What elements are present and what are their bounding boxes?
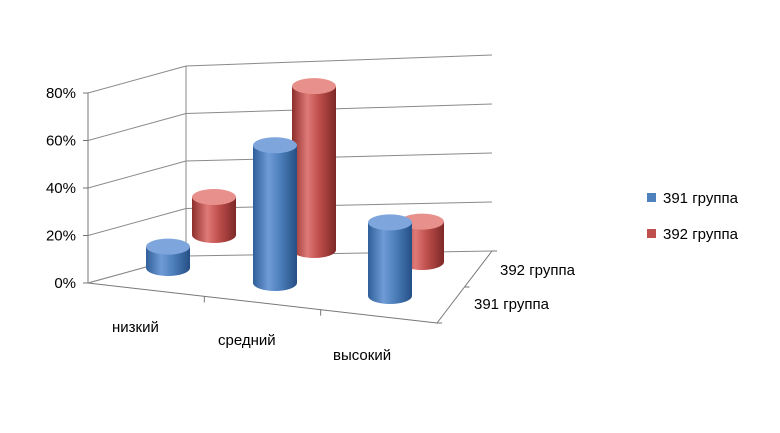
- axis-labels: 0% 20% 40% 60% 80% низкий средний высокий: [46, 85, 391, 364]
- legend-label-391: 391 группа: [663, 190, 739, 207]
- y-tick-label: 60%: [46, 133, 76, 150]
- gridline-side: [87, 208, 187, 236]
- bar-392-0: [192, 189, 236, 243]
- bar-391-1: [253, 137, 297, 291]
- x-category-label: средний: [218, 332, 276, 349]
- depth-label-391: 391 группа: [474, 296, 550, 313]
- bar-391-0: [146, 238, 190, 276]
- y-tick-label: 80%: [46, 85, 76, 102]
- gridlines: [87, 54, 493, 284]
- gridline-back: [185, 201, 493, 209]
- bars: [146, 78, 444, 304]
- gridline-side: [87, 113, 187, 141]
- gridline-back: [185, 152, 493, 162]
- bar-392-1: [292, 78, 336, 258]
- gridline-back: [185, 250, 493, 257]
- legend-swatch-391: [647, 193, 656, 202]
- gridline-back: [185, 103, 493, 114]
- depth-axis-labels: 392 группа 391 группа: [474, 262, 576, 313]
- y-tick-label: 40%: [46, 180, 76, 197]
- x-category-label: низкий: [112, 319, 159, 336]
- axes: [83, 66, 497, 324]
- y-tick-label: 20%: [46, 228, 76, 245]
- x-axis-line: [87, 282, 438, 324]
- gridline-side: [87, 65, 187, 94]
- y-tick-label: 0%: [54, 275, 76, 292]
- legend-swatch-392: [647, 229, 656, 238]
- gridline-side: [87, 160, 187, 189]
- depth-label-392: 392 группа: [500, 262, 576, 279]
- legend-label-392: 392 группа: [663, 226, 739, 243]
- x-category-label: высокий: [333, 347, 391, 364]
- bar-391-2: [368, 214, 412, 304]
- gridline-back: [185, 54, 493, 67]
- legend: 391 группа 392 группа: [647, 190, 739, 243]
